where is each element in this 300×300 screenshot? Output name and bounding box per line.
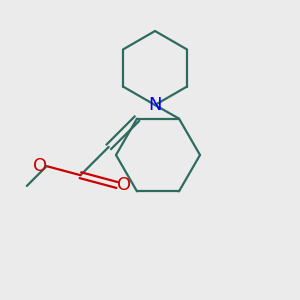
Text: N: N — [148, 96, 162, 114]
Text: O: O — [33, 157, 47, 175]
Text: O: O — [117, 176, 131, 194]
